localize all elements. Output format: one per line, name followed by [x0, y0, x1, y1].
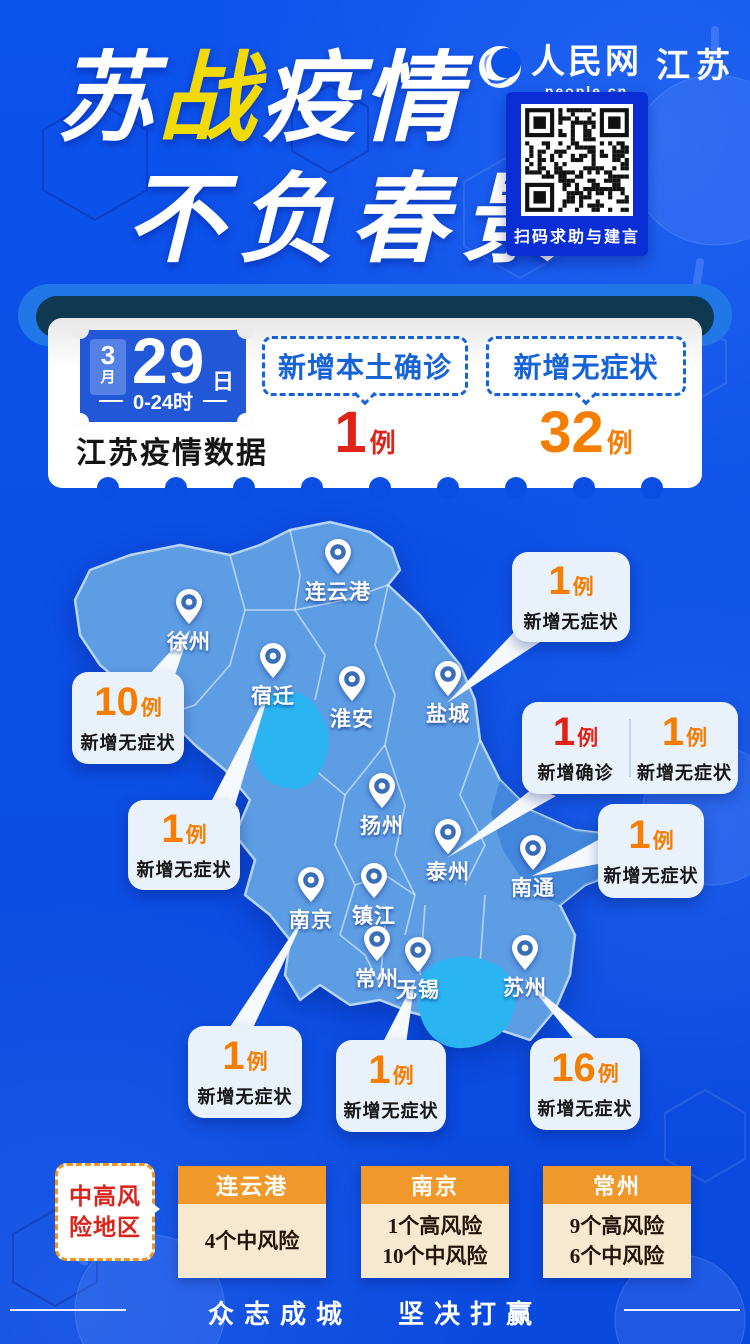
map-pin-icon: [298, 867, 324, 902]
city-label: 苏州: [503, 977, 547, 1000]
callout-suqian: 1例 新增无症状: [128, 800, 240, 890]
risk-card-nanjing: 南京 1个高风险 10个中风险: [361, 1166, 509, 1278]
stat-asymptomatic: 新增无症状 32 例: [486, 336, 686, 462]
jiangsu-map: [73, 520, 645, 1049]
risk-card-city: 南京: [361, 1166, 509, 1204]
city-label: 常州: [355, 968, 399, 991]
footer-slogan: 众志成城 坚决打赢: [207, 1299, 543, 1329]
risk-area-tag: 中高风 险地区: [55, 1163, 160, 1261]
city-label: 徐州: [167, 631, 211, 654]
campaign-title: 苏战疫情 不负春景: [56, 36, 574, 279]
risk-card-city: 常州: [543, 1166, 691, 1204]
city-label: 淮安: [330, 708, 374, 731]
risk-line: 1个高风险: [387, 1213, 483, 1238]
peoples-daily-logo: 人民网 people.cn 江苏: [477, 43, 736, 99]
campaign-title-line1: 苏战疫情: [56, 43, 465, 153]
stat-asymptomatic-value: 32 例: [539, 400, 633, 465]
qr-panel: 扫码求助与建言: [506, 92, 648, 256]
campaign-title-line2: 不负春景: [126, 164, 575, 275]
city-label: 无锡: [396, 979, 440, 1002]
risk-line: 4个中风险: [204, 1228, 300, 1253]
day-number: 29: [132, 325, 206, 397]
map-pin-icon: [325, 539, 351, 574]
jiangsu-map-section: 连云港 徐州 宿迁 淮安 盐城 扬州 泰州 南通: [0, 500, 750, 1160]
pin-yancheng: 盐城: [403, 660, 493, 728]
pin-suzhou: 苏州: [480, 934, 570, 1002]
map-pin-icon: [435, 661, 461, 696]
city-label: 南京: [289, 909, 333, 932]
pin-taizhou: 泰州: [403, 818, 493, 886]
pin-xuzhou: 徐州: [144, 588, 234, 656]
map-pin-icon: [405, 937, 431, 972]
city-borders: [164, 529, 486, 986]
pin-nantong: 南通: [488, 834, 578, 902]
qr-code: [521, 104, 633, 216]
city-label: 南通: [511, 877, 555, 900]
logo-brand: 人民网: [531, 43, 642, 81]
city-label: 镇江: [352, 905, 396, 928]
stat-confirmed-label: 新增本土确诊: [262, 336, 468, 406]
city-label: 盐城: [426, 703, 470, 726]
pin-changzhou: 常州: [332, 925, 422, 993]
risk-line: 6个中风险: [569, 1244, 665, 1268]
tag-arrow: [148, 1200, 169, 1218]
footer-rule-left: [10, 1309, 126, 1311]
pin-zhenjiang: 镇江: [329, 862, 419, 930]
pin-huaian: 淮安: [307, 665, 397, 733]
map-pin-icon: [364, 926, 390, 961]
map-pin-icon: [339, 666, 365, 701]
city-label: 连云港: [305, 581, 371, 604]
date-ticket: 3 月 29 日 0-24时: [71, 321, 255, 431]
city-label: 宿迁: [251, 685, 295, 708]
time-range: 0-24时: [80, 386, 246, 415]
map-pin-icon: [369, 773, 395, 808]
map-pin-icon: [512, 935, 538, 970]
risk-line: 9个高风险: [569, 1213, 665, 1238]
callout-xuzhou: 10例 新增无症状: [72, 672, 184, 764]
callout-suzhou: 16例 新增无症状: [530, 1038, 640, 1130]
pin-suqian: 宿迁: [228, 642, 318, 710]
qr-caption: 扫码求助与建言: [513, 229, 640, 246]
footer-banner: 众志成城 坚决打赢: [0, 1292, 750, 1332]
accent-char: 战: [158, 43, 261, 153]
city-label: 扬州: [360, 815, 404, 838]
map-pin-icon: [361, 863, 387, 898]
footer-rule-right: [624, 1309, 740, 1311]
risk-line: 10个中风险: [382, 1244, 488, 1268]
lakes: [251, 691, 516, 1049]
logo-region: 江苏: [656, 47, 736, 85]
card-title: 江苏疫情数据: [76, 437, 268, 470]
risk-card-changzhou: 常州 9个高风险 6个中风险: [543, 1166, 691, 1278]
jiangsu-outline: [73, 520, 645, 1042]
map-pin-icon: [176, 589, 202, 624]
leader-lines: [148, 630, 600, 1044]
callout-taizhou: 1例 新增确诊 1例 新增无症状: [522, 702, 738, 794]
map-pin-icon: [435, 819, 461, 854]
stat-asymptomatic-label: 新增无症状: [486, 336, 686, 406]
pin-yangzhou: 扬州: [337, 772, 427, 840]
risk-card-lianyungang: 连云港 4个中风险: [178, 1166, 326, 1278]
globe-swirl-icon: [479, 46, 521, 88]
pin-wuxi: 无锡: [373, 936, 463, 1004]
callout-nantong: 1例 新增无症状: [598, 804, 704, 898]
callout-wuxi: 1例 新增无症状: [336, 1040, 446, 1132]
city-label: 泰州: [426, 861, 470, 884]
risk-card-city: 连云港: [178, 1166, 326, 1204]
month-block: 3 月: [90, 339, 126, 395]
callout-yancheng: 1例 新增无症状: [512, 552, 630, 642]
map-pin-icon: [260, 643, 286, 678]
pin-nanjing: 南京: [266, 866, 356, 934]
callout-nanjing: 1例 新增无症状: [188, 1026, 302, 1118]
pin-lianyungang: 连云港: [293, 538, 383, 606]
map-pin-icon: [520, 835, 546, 870]
